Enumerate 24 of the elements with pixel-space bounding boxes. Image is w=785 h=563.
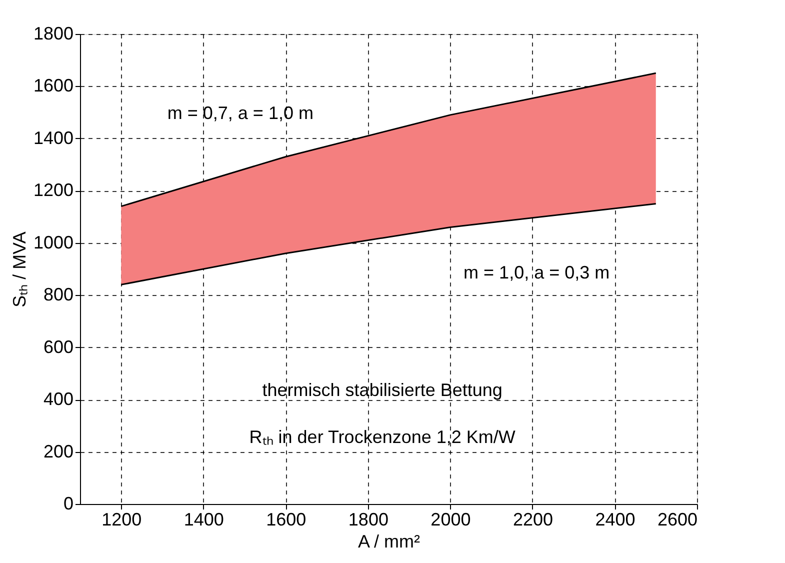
- x-tick-label: 2000: [430, 510, 471, 530]
- y-tick-label: 400: [43, 389, 74, 410]
- x-tick-label: 1600: [266, 510, 306, 530]
- y-axis-title: Sₜₕ / MVA: [9, 232, 30, 308]
- y-tick-label: 200: [43, 441, 74, 462]
- annotation: Rₜₕ in der Trockenzone 1,2 Km/W: [249, 427, 516, 448]
- annotation: m = 1,0, a = 0,3 m: [464, 262, 610, 283]
- y-tick-label: 600: [43, 336, 74, 357]
- y-tick-label: 1200: [33, 180, 74, 200]
- y-tick-label: 1600: [33, 76, 74, 96]
- y-tick-label: 1400: [33, 128, 74, 148]
- y-tick-label: 1800: [33, 24, 74, 44]
- y-tick-label: 800: [43, 284, 74, 305]
- x-tick-label: 1200: [102, 510, 142, 530]
- y-tick-label: 0: [63, 494, 74, 514]
- x-tick-label: 2200: [512, 510, 553, 530]
- annotation: m = 0,7, a = 1,0 m: [167, 102, 314, 123]
- y-tick-label: 1000: [33, 232, 74, 252]
- x-tick-label: 1400: [184, 510, 224, 530]
- x-tick-label: 2400: [595, 510, 636, 530]
- x-axis-title: A / mm²: [358, 532, 420, 552]
- annotation: thermisch stabilisierte Bettung: [262, 380, 502, 400]
- x-tick-label: 2600: [657, 510, 698, 530]
- x-tick-label: 1800: [348, 510, 388, 530]
